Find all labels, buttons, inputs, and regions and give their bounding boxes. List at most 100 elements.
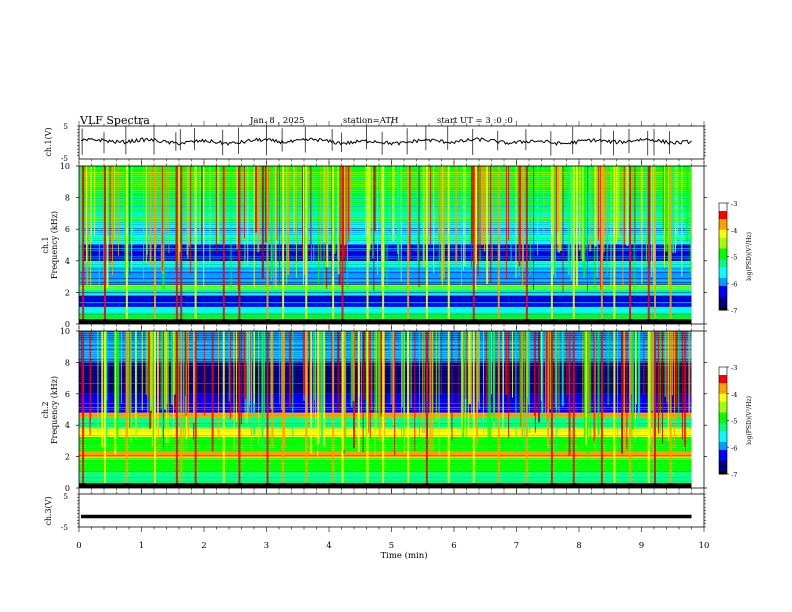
sferic-streak <box>503 331 505 420</box>
spectrogram-texture-line <box>79 208 692 209</box>
spectrogram-texture-line <box>79 200 692 201</box>
ch1-waveform-panel: 5 -5 ch.1(V) <box>44 122 705 163</box>
spectrogram-texture-line <box>79 272 692 273</box>
sferic-streak <box>101 331 104 447</box>
sferic-spike <box>180 166 183 324</box>
sferic-streak <box>545 331 548 411</box>
spectrogram-texture-line <box>79 242 692 243</box>
colorbar-segment <box>719 240 727 244</box>
spectrogram-texture-line <box>79 286 692 287</box>
spectrogram-texture-line <box>79 473 692 474</box>
spectrogram-texture-line <box>79 318 692 319</box>
sferic-streak <box>149 331 152 412</box>
ch1-frequency-ticks: 0 2 4 6 8 10 <box>60 162 707 329</box>
sferic-spike <box>472 331 475 488</box>
sferic-streak <box>203 331 205 416</box>
spectrogram-texture-line <box>79 280 692 281</box>
sferic-streak <box>543 166 545 235</box>
colorbar-segment <box>719 229 727 233</box>
sferic-streak <box>344 166 346 246</box>
spectrogram-texture-line <box>79 214 692 215</box>
colorbar-segment <box>719 380 727 384</box>
colorbar-segment <box>719 436 727 440</box>
sferic-streak <box>295 166 297 279</box>
colorbar-segment <box>719 277 727 282</box>
spectrogram-texture-line <box>79 347 692 348</box>
sferic-streak <box>672 166 675 253</box>
spectrogram-texture-line <box>79 262 692 263</box>
sferic-streak <box>617 331 619 450</box>
sferic-spike <box>525 331 528 488</box>
sferic-streak <box>292 331 294 437</box>
sferic-streak <box>606 166 608 236</box>
sferic-streak <box>558 331 560 413</box>
sferic-streak <box>293 166 295 233</box>
sferic-streak <box>417 166 420 266</box>
sferic-streak <box>149 166 152 265</box>
sferic-streak <box>631 331 634 430</box>
colorbar-tick-label: -5 <box>731 254 737 262</box>
sferic-streak <box>484 166 486 252</box>
sferic-streak <box>381 166 383 291</box>
spectrogram-texture-line <box>79 302 692 303</box>
colorbar-segment <box>719 375 727 379</box>
spectrogram-band <box>79 221 692 245</box>
sferic-streak <box>247 331 250 413</box>
sferic-streak <box>482 331 484 439</box>
sferic-streak <box>686 166 689 242</box>
sferic-streak <box>641 166 643 285</box>
sferic-spike <box>613 331 616 488</box>
spectrogram-texture-line <box>79 288 692 289</box>
sferic-streak <box>659 331 661 435</box>
sferic-streak <box>199 166 201 234</box>
spectrogram-texture-line <box>79 477 692 478</box>
colorbar-segment <box>719 261 727 266</box>
spectrogram-texture-line <box>79 359 692 360</box>
sferic-streak <box>368 331 370 434</box>
colorbar-tick-label: -6 <box>731 444 737 452</box>
sferic-streak <box>373 166 376 232</box>
sferic-streak <box>302 331 305 395</box>
sferic-streak <box>661 166 663 237</box>
sferic-streak <box>568 331 571 456</box>
sferic-streak <box>302 166 304 259</box>
spectrogram-texture-line <box>79 222 692 223</box>
sferic-streak <box>649 166 651 268</box>
sferic-streak <box>557 166 560 232</box>
spectrogram-texture-line <box>79 276 692 277</box>
colorbar-segment <box>719 208 727 212</box>
sferic-streak <box>394 331 396 456</box>
spectrogram-texture-line <box>79 339 692 340</box>
colorbar-segment <box>719 423 727 427</box>
time-axis-label: Time (min) <box>380 550 427 561</box>
sferic-streak <box>185 331 187 396</box>
spectrogram-texture-line <box>79 230 692 231</box>
sferic-streak <box>677 166 679 237</box>
start-time-label: start UT = 3 :0 :0 <box>437 116 513 126</box>
sferic-streak <box>418 166 420 288</box>
spectrogram-texture-line <box>79 363 692 364</box>
sferic-streak <box>553 166 555 276</box>
sferic-streak <box>254 166 257 233</box>
spectrogram-texture-line <box>79 166 692 167</box>
sferic-streak <box>521 331 524 437</box>
sferic-streak <box>342 166 345 258</box>
sferic-streak <box>271 331 274 447</box>
colorbar-segment <box>719 299 727 303</box>
sferic-streak <box>320 166 322 263</box>
sferic-streak <box>162 331 164 450</box>
colorbar-tick-label: -7 <box>731 471 737 479</box>
sferic-streak <box>134 331 137 435</box>
sferic-streak <box>188 166 190 247</box>
spectrogram-texture-line <box>79 379 692 380</box>
spectrogram-texture-line <box>79 417 692 418</box>
sferic-spike <box>654 166 656 324</box>
sferic-streak <box>147 331 149 413</box>
sferic-streak <box>109 166 111 264</box>
spectrogram-texture-line <box>79 397 692 398</box>
sferic-streak <box>323 331 326 447</box>
colorbar-segment <box>719 245 727 249</box>
sferic-streak <box>464 166 466 267</box>
sferic-streak <box>306 331 308 413</box>
sferic-streak <box>400 166 402 283</box>
